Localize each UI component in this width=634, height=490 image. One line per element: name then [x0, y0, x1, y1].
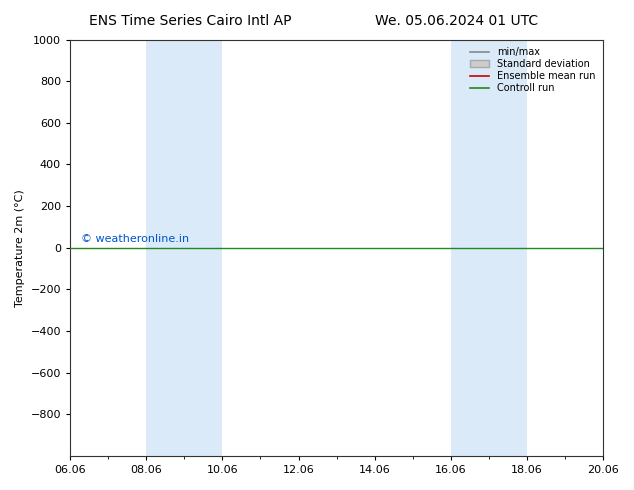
Legend: min/max, Standard deviation, Ensemble mean run, Controll run: min/max, Standard deviation, Ensemble me… — [467, 45, 598, 96]
Text: We. 05.06.2024 01 UTC: We. 05.06.2024 01 UTC — [375, 14, 538, 28]
Y-axis label: Temperature 2m (°C): Temperature 2m (°C) — [15, 189, 25, 307]
Bar — [146, 40, 223, 456]
Text: © weatheronline.in: © weatheronline.in — [81, 234, 189, 245]
Text: ENS Time Series Cairo Intl AP: ENS Time Series Cairo Intl AP — [89, 14, 292, 28]
Bar — [451, 40, 527, 456]
